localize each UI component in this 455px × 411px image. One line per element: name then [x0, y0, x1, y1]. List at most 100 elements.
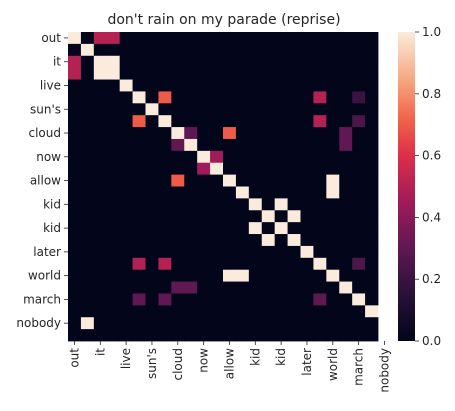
- heatmap-cell: [300, 245, 314, 259]
- heatmap-cell: [300, 293, 314, 306]
- heatmap-cell: [171, 210, 185, 223]
- heatmap-cell: [339, 174, 353, 187]
- heatmap-cell: [313, 138, 327, 152]
- heatmap-cell: [106, 115, 121, 128]
- heatmap-cell: [313, 281, 327, 294]
- heatmap-cell: [313, 317, 327, 330]
- heatmap-cell: [248, 55, 263, 69]
- heatmap-cell: [93, 91, 108, 104]
- heatmap-cell: [158, 257, 172, 271]
- heatmap-cell: [339, 127, 353, 140]
- heatmap-cell: [313, 245, 327, 259]
- heatmap-cell: [352, 79, 366, 92]
- heatmap-cell: [171, 281, 185, 294]
- chart-title: don't rain on my parade (reprise): [107, 12, 340, 28]
- heatmap-cell: [223, 43, 237, 57]
- heatmap-cell: [93, 329, 108, 342]
- heatmap-cell: [326, 234, 340, 247]
- heatmap-cell: [132, 162, 146, 176]
- heatmap-cell: [352, 55, 366, 69]
- heatmap-cell: [287, 257, 301, 271]
- heatmap-cell: [132, 269, 146, 282]
- heatmap-cell: [145, 91, 159, 104]
- heatmap-cell: [365, 245, 379, 259]
- heatmap-cell: [352, 43, 366, 57]
- heatmap-cell: [326, 115, 340, 128]
- heatmap-cell: [171, 234, 185, 247]
- heatmap-cell: [235, 55, 250, 69]
- heatmap-cell: [223, 138, 237, 152]
- heatmap-cell: [223, 186, 237, 199]
- heatmap-cell: [365, 103, 379, 116]
- heatmap-cell: [145, 150, 159, 164]
- heatmap-cell: [235, 162, 250, 176]
- heatmap-cell: [171, 67, 185, 80]
- heatmap-cell: [93, 234, 108, 247]
- heatmap-cell: [223, 281, 237, 294]
- heatmap-cell: [223, 269, 237, 282]
- heatmap-cell: [300, 317, 314, 330]
- heatmap-cell: [223, 174, 237, 187]
- heatmap-cell: [274, 127, 288, 140]
- heatmap-cell: [80, 32, 95, 45]
- heatmap-cell: [145, 317, 159, 330]
- heatmap-cell: [352, 234, 366, 247]
- heatmap-cell: [197, 32, 211, 45]
- heatmap-cell: [158, 32, 172, 45]
- heatmap-cell: [223, 79, 237, 92]
- heatmap-cell: [313, 174, 327, 187]
- heatmap-cell: [274, 55, 288, 69]
- heatmap-cell: [210, 67, 224, 80]
- heatmap-cell: [93, 198, 108, 211]
- heatmap-cell: [274, 91, 288, 104]
- heatmap-cell: [313, 186, 327, 199]
- heatmap-cell: [145, 186, 159, 199]
- heatmap-cell: [287, 79, 301, 92]
- heatmap-cell: [339, 138, 353, 152]
- heatmap-cell: [287, 269, 301, 282]
- colorbar-tick-label: 0.6: [422, 149, 441, 163]
- heatmap-cell: [210, 186, 224, 199]
- heatmap-cell: [184, 257, 198, 271]
- heatmap-cell: [171, 269, 185, 282]
- heatmap-cell: [68, 245, 82, 259]
- heatmap-cell: [80, 138, 95, 152]
- heatmap-cell: [300, 138, 314, 152]
- heatmap-cell: [300, 257, 314, 271]
- heatmap-cell: [261, 67, 276, 80]
- heatmap-cell: [248, 103, 263, 116]
- heatmap-cell: [184, 234, 198, 247]
- heatmap-cell: [339, 210, 353, 223]
- heatmap-cell: [248, 269, 263, 282]
- heatmap-cell: [313, 210, 327, 223]
- heatmap-cell: [261, 222, 276, 235]
- heatmap-cell: [223, 198, 237, 211]
- heatmap-cell: [106, 43, 121, 57]
- heatmap-cell: [145, 103, 159, 116]
- heatmap-cell: [171, 329, 185, 342]
- heatmap-cell: [132, 150, 146, 164]
- heatmap-cell: [145, 257, 159, 271]
- heatmap-cell: [326, 174, 340, 187]
- heatmap-cell: [235, 138, 250, 152]
- heatmap-cell: [184, 174, 198, 187]
- colorbar-tick-label: 0.4: [422, 210, 441, 224]
- heatmap-cell: [119, 43, 133, 57]
- heatmap-cell: [119, 138, 133, 152]
- heatmap-cell: [197, 293, 211, 306]
- heatmap-cell: [223, 115, 237, 128]
- heatmap-cell: [145, 245, 159, 259]
- heatmap-cell: [248, 138, 263, 152]
- heatmap-cell: [261, 305, 276, 318]
- heatmap-cell: [80, 305, 95, 318]
- heatmap-cell: [261, 115, 276, 128]
- heatmap-cell: [197, 91, 211, 104]
- heatmap-cell: [326, 293, 340, 306]
- heatmap-cell: [274, 329, 288, 342]
- heatmap-cell: [261, 55, 276, 69]
- heatmap-cell: [339, 150, 353, 164]
- heatmap-cell: [197, 281, 211, 294]
- heatmap-cell: [119, 55, 133, 69]
- heatmap-cell: [248, 245, 263, 259]
